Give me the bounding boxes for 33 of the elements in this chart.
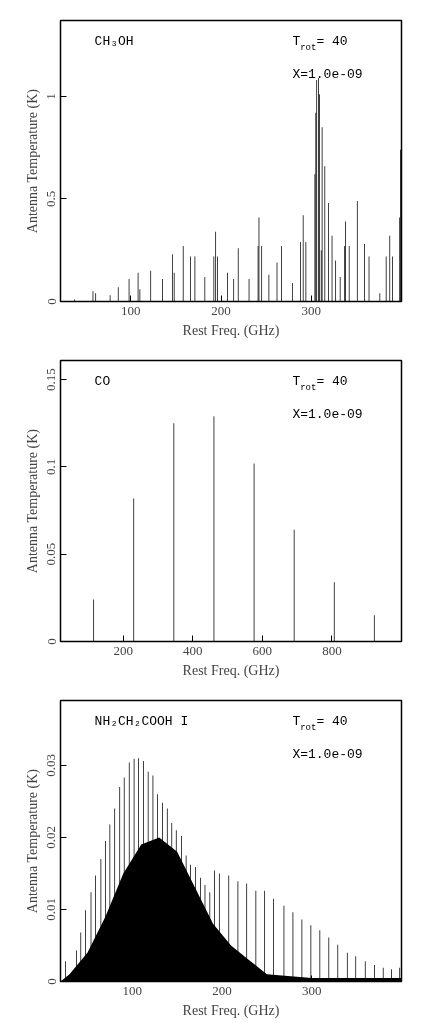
x-axis-title: Rest Freq. (GHz) bbox=[182, 662, 280, 679]
annotation: NH₂CH₂COOH I bbox=[94, 713, 189, 729]
annotation: X=1.0e-09 bbox=[292, 407, 363, 423]
x-axis-title: Rest Freq. (GHz) bbox=[182, 1002, 280, 1019]
y-axis-title: Antenna Temperature (K) bbox=[24, 88, 41, 234]
x-tick-label: 200 bbox=[212, 982, 232, 998]
x-tick-label: 100 bbox=[122, 982, 143, 998]
annotation: X=1.0e-09 bbox=[292, 67, 363, 83]
y-tick-label: 0.5 bbox=[43, 190, 59, 208]
x-tick-label: 400 bbox=[182, 642, 203, 658]
x-tick-label: 300 bbox=[302, 982, 322, 998]
x-axis-title: Rest Freq. (GHz) bbox=[182, 322, 280, 339]
x-tick-label: 300 bbox=[301, 302, 322, 318]
y-tick-label: 0.02 bbox=[43, 826, 59, 849]
y-tick-label: 0 bbox=[43, 978, 59, 985]
annotation: X=1.0e-09 bbox=[292, 747, 363, 763]
x-tick-label: 200 bbox=[211, 302, 231, 318]
y-axis-title: Antenna Temperature (K) bbox=[24, 428, 41, 574]
y-tick-label: 0 bbox=[43, 638, 59, 645]
y-tick-label: 0.1 bbox=[43, 458, 59, 476]
y-tick-label: 0.03 bbox=[43, 753, 59, 777]
y-axis-title: Antenna Temperature (K) bbox=[24, 768, 41, 914]
y-tick-label: 0.01 bbox=[43, 898, 59, 921]
annotation: CO bbox=[94, 373, 111, 389]
y-tick-label: 0.15 bbox=[43, 368, 59, 392]
y-tick-label: 0 bbox=[43, 298, 59, 305]
x-tick-label: 800 bbox=[322, 642, 342, 658]
x-tick-label: 100 bbox=[121, 302, 141, 318]
annotation: CH₃OH bbox=[94, 33, 134, 49]
x-tick-label: 200 bbox=[113, 642, 133, 658]
y-tick-label: 1 bbox=[43, 93, 59, 100]
x-tick-label: 600 bbox=[252, 642, 273, 658]
y-tick-label: 0.05 bbox=[43, 542, 59, 566]
